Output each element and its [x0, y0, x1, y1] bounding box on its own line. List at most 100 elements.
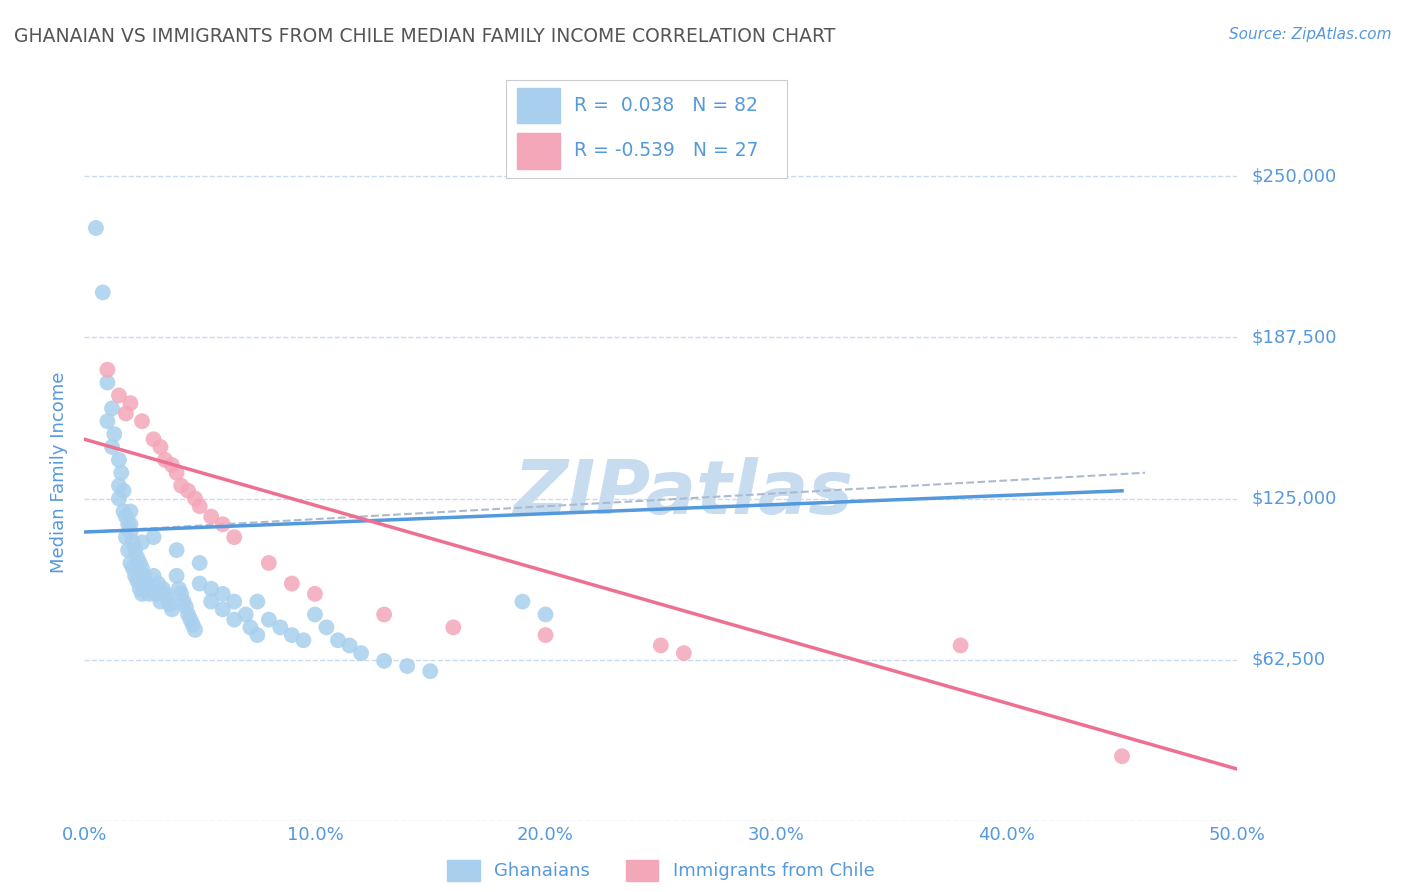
Point: [1111, 749, 1133, 764]
Point: [149, 594, 172, 608]
Point: [441, 620, 464, 634]
Point: [211, 587, 233, 601]
Point: [239, 620, 262, 634]
Point: [396, 659, 419, 673]
Point: [138, 587, 160, 601]
Point: [160, 458, 183, 472]
Point: [131, 561, 153, 575]
Point: [350, 646, 373, 660]
Point: [672, 646, 695, 660]
Text: $62,500: $62,500: [1251, 650, 1326, 669]
Point: [131, 587, 153, 601]
Point: [142, 432, 165, 446]
Point: [128, 556, 150, 570]
Point: [103, 427, 125, 442]
Point: [224, 530, 246, 544]
Point: [200, 582, 222, 596]
Point: [339, 639, 361, 653]
Point: [91, 285, 114, 300]
Point: [117, 543, 139, 558]
Point: [177, 483, 200, 498]
Point: [949, 639, 972, 653]
Point: [142, 569, 165, 583]
Point: [149, 440, 172, 454]
Point: [115, 509, 138, 524]
Point: [419, 664, 441, 678]
Point: [156, 592, 179, 607]
Point: [127, 550, 149, 565]
Point: [170, 478, 193, 492]
Bar: [517, 133, 560, 169]
Point: [224, 594, 246, 608]
Point: [281, 628, 304, 642]
Point: [315, 620, 337, 634]
Point: [120, 396, 142, 410]
Point: [184, 623, 207, 637]
Point: [166, 543, 188, 558]
Point: [257, 613, 280, 627]
Point: [534, 628, 557, 642]
Point: [131, 535, 153, 549]
Point: [173, 594, 195, 608]
Point: [110, 466, 132, 480]
Point: [120, 504, 142, 518]
Point: [211, 602, 233, 616]
Text: GHANAIAN VS IMMIGRANTS FROM CHILE MEDIAN FAMILY INCOME CORRELATION CHART: GHANAIAN VS IMMIGRANTS FROM CHILE MEDIAN…: [14, 27, 835, 45]
Text: R =  0.038   N = 82: R = 0.038 N = 82: [574, 96, 758, 115]
Point: [177, 607, 200, 622]
Point: [117, 517, 139, 532]
Point: [159, 597, 181, 611]
Point: [84, 221, 107, 235]
Point: [146, 576, 169, 591]
Point: [200, 594, 222, 608]
Point: [96, 362, 118, 376]
Point: [269, 620, 291, 634]
Point: [108, 478, 131, 492]
Point: [304, 587, 326, 601]
Point: [200, 509, 222, 524]
Point: [167, 582, 190, 596]
Point: [181, 617, 204, 632]
Point: [120, 556, 142, 570]
Point: [224, 613, 246, 627]
Point: [101, 401, 124, 416]
Point: [179, 613, 201, 627]
Point: [124, 543, 146, 558]
Text: R = -0.539   N = 27: R = -0.539 N = 27: [574, 142, 758, 161]
Point: [108, 491, 131, 506]
Point: [121, 535, 143, 549]
Point: [304, 607, 326, 622]
Point: [246, 628, 269, 642]
Point: [166, 569, 188, 583]
Point: [174, 599, 197, 614]
Point: [120, 524, 142, 539]
Point: [512, 594, 534, 608]
Point: [112, 504, 135, 518]
Text: $125,000: $125,000: [1251, 490, 1337, 508]
Point: [188, 500, 211, 514]
Point: [373, 607, 395, 622]
Point: [120, 517, 142, 532]
Text: Source: ZipAtlas.com: Source: ZipAtlas.com: [1229, 27, 1392, 42]
Point: [188, 576, 211, 591]
Point: [135, 576, 157, 591]
Point: [128, 582, 150, 596]
Point: [170, 587, 193, 601]
Point: [184, 491, 207, 506]
Point: [101, 440, 124, 454]
Point: [257, 556, 280, 570]
Point: [281, 576, 304, 591]
Point: [188, 556, 211, 570]
Point: [108, 453, 131, 467]
Point: [326, 633, 349, 648]
Point: [108, 388, 131, 402]
Point: [145, 587, 167, 601]
Point: [650, 639, 672, 653]
Y-axis label: Median Family Income: Median Family Income: [51, 372, 69, 574]
Point: [166, 466, 188, 480]
Point: [115, 530, 138, 544]
Point: [211, 517, 233, 532]
Point: [534, 607, 557, 622]
Point: [121, 561, 143, 575]
Legend: Ghanaians, Immigrants from Chile: Ghanaians, Immigrants from Chile: [440, 853, 882, 888]
